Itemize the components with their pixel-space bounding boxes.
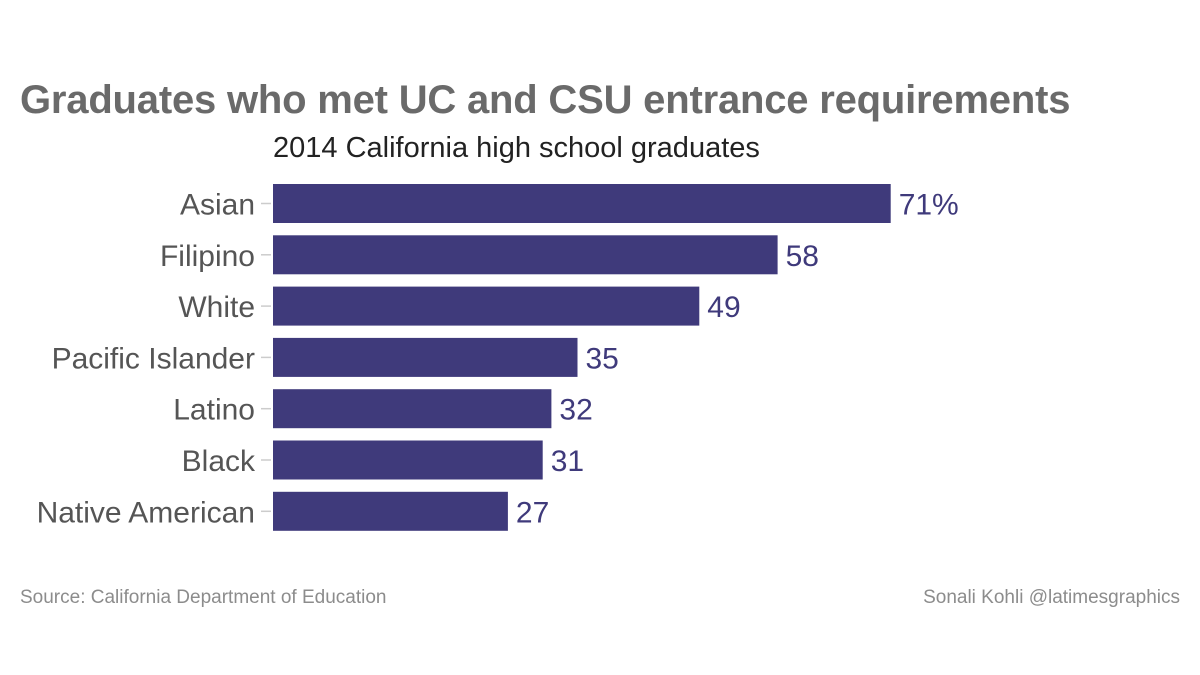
bar-filipino — [273, 235, 778, 275]
category-label-asian: Asian — [180, 189, 255, 222]
bar-asian — [273, 184, 891, 223]
value-label-black: 31 — [551, 445, 584, 478]
bar-black — [273, 440, 543, 480]
credit-note: Sonali Kohli @latimesgraphics — [923, 587, 1180, 608]
bar-pacific-islander — [273, 337, 578, 377]
category-label-white: White — [178, 291, 255, 324]
value-label-filipino: 58 — [786, 240, 819, 273]
category-label-latino: Latino — [173, 394, 255, 427]
bar-white — [273, 286, 700, 326]
value-label-pacific-islander: 35 — [586, 342, 619, 375]
value-label-native-american: 27 — [516, 496, 549, 529]
chart-title: Graduates who met UC and CSU entrance re… — [20, 78, 1071, 122]
category-label-native-american: Native American — [37, 496, 255, 529]
category-label-filipino: Filipino — [160, 240, 255, 273]
value-label-white: 49 — [707, 291, 740, 324]
category-label-pacific-islander: Pacific Islander — [52, 342, 255, 375]
bar-latino — [273, 389, 552, 429]
bar-native-american — [273, 491, 508, 531]
value-label-latino: 32 — [559, 394, 592, 427]
source-note: Source: California Department of Educati… — [20, 587, 387, 608]
value-label-asian: 71% — [899, 189, 959, 222]
chart-subtitle: 2014 California high school graduates — [273, 132, 760, 164]
category-label-black: Black — [182, 445, 256, 478]
